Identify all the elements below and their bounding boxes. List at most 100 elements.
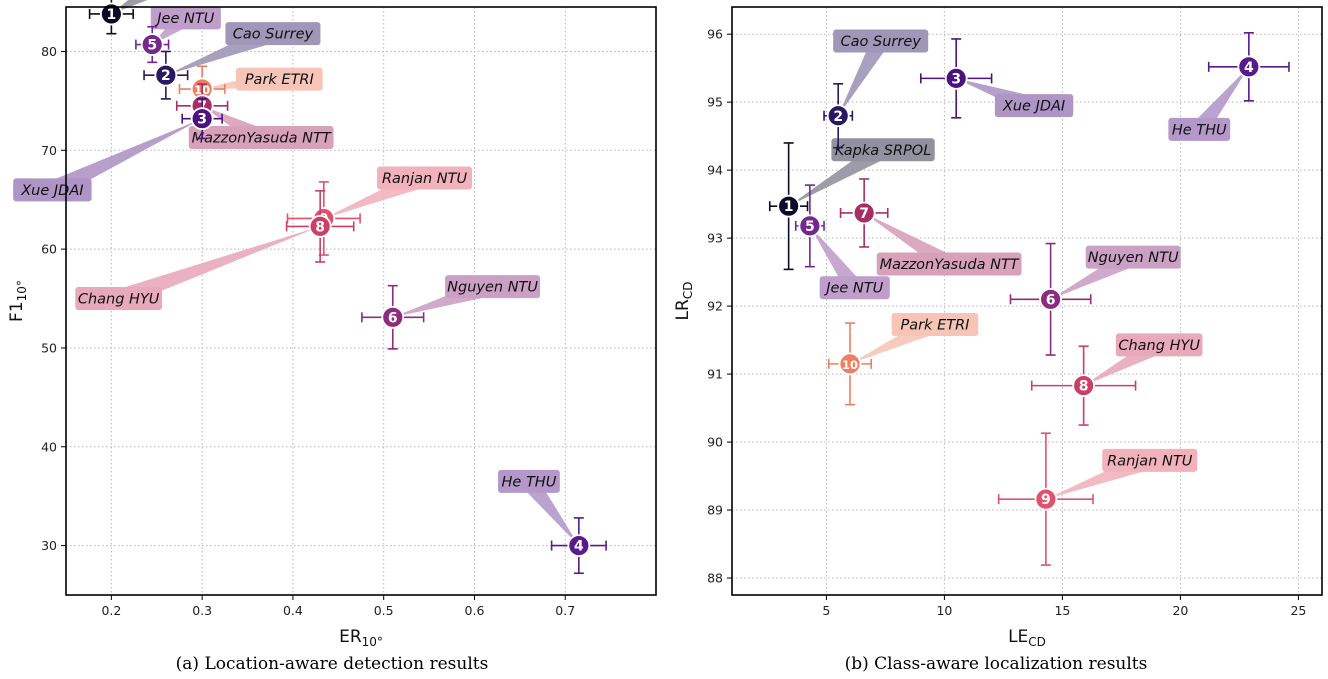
point-label: Xue JDAI <box>1002 99 1065 115</box>
point-label: Chang HYU <box>1118 338 1200 354</box>
y-tick-label: 50 <box>41 340 57 355</box>
point-marker <box>798 214 822 238</box>
plot-frame <box>731 6 1323 596</box>
label-box <box>150 6 221 30</box>
point-number: 1 <box>784 199 794 215</box>
label-box <box>1102 448 1198 472</box>
x-tick-label: 10 <box>936 603 952 618</box>
label-box <box>1115 333 1203 357</box>
point-number: 2 <box>833 109 843 125</box>
point-marker <box>838 352 862 376</box>
point-marker <box>1237 55 1261 79</box>
y-axis-label-sub: 10° <box>15 280 29 301</box>
point-label: Jee NTU <box>154 11 214 27</box>
point-marker <box>944 66 968 90</box>
point-label: Nguyen NTU <box>447 280 538 296</box>
x-tick-label: 0.6 <box>465 603 485 618</box>
label-box <box>994 94 1074 118</box>
point-marker <box>852 201 876 225</box>
callout-wedge <box>838 36 889 116</box>
x-tick-label: 25 <box>1290 603 1306 618</box>
callout-wedge <box>521 475 579 546</box>
scatter-chart-a: 0.2 0.3 0.4 0.5 0.6 0.7 30 40 50 60 70 80 ER10° F110°… <box>7 0 657 649</box>
label-box <box>833 29 929 53</box>
x-tick-label: 20 <box>1172 603 1188 618</box>
point-number: 2 <box>161 68 171 84</box>
point-label: He THU <box>1172 122 1227 138</box>
point-marker <box>154 63 178 87</box>
data-point: 6 <box>1009 242 1092 356</box>
chart-panel-b: 5 10 15 20 25 88 89 90 91 92 93 94 95 96 LECD LRCD Kapka… <box>664 0 1328 679</box>
x-tick-label: 15 <box>1054 603 1070 618</box>
data-point: 3 <box>919 38 993 119</box>
label-box <box>75 287 162 311</box>
point-marker <box>308 214 332 238</box>
point-label: Cao Surrey <box>233 27 314 43</box>
label-box <box>819 276 890 300</box>
point-marker <box>1039 287 1063 311</box>
x-axis-label-sub: CD <box>1028 635 1046 649</box>
y-tick-label: 70 <box>41 143 57 158</box>
plot-frame <box>65 6 657 596</box>
point-number: 3 <box>197 112 207 128</box>
point-label: Cao Surrey <box>841 34 922 50</box>
point-number: 6 <box>388 310 398 326</box>
point-number: 6 <box>1046 292 1056 308</box>
y-tick-label: 88 <box>707 571 723 586</box>
point-number: 10 <box>842 358 858 372</box>
callout-wedge <box>48 118 203 198</box>
data-point: 3 <box>181 98 223 140</box>
axis-ticks: 0.2 0.3 0.4 0.5 0.6 0.7 30 40 50 60 70 80 <box>41 44 575 618</box>
x-axis-label-sub: 10° <box>362 635 383 649</box>
y-tick-label: 30 <box>41 538 57 553</box>
point-marker <box>567 534 591 557</box>
data-point: 4 <box>550 517 607 575</box>
y-tick-label: 40 <box>41 439 57 454</box>
point-label: MazzonYasuda NTT <box>192 130 332 146</box>
y-axis-label: LRCD <box>673 282 695 321</box>
data-point: 2 <box>823 83 854 149</box>
point-label: Nguyen NTU <box>1088 250 1179 266</box>
label-box <box>235 67 323 91</box>
y-tick-label: 93 <box>707 231 723 246</box>
y-tick-label: 94 <box>707 163 723 178</box>
x-tick-label: 0.5 <box>374 603 394 618</box>
point-marker <box>777 194 801 218</box>
data-point: 8 <box>285 190 355 263</box>
point-marker <box>826 104 850 128</box>
point-label: Xue JDAI <box>20 183 83 199</box>
point-label: Chang HYU <box>78 292 160 308</box>
data-point: 2 <box>143 50 189 100</box>
point-number: 4 <box>1244 60 1254 76</box>
y-tick-label: 95 <box>707 95 723 110</box>
y-tick-label: 91 <box>707 367 723 382</box>
point-marker <box>1072 374 1096 398</box>
point-label: Ranjan NTU <box>1107 453 1193 469</box>
x-axis-label: LECD <box>1008 627 1046 649</box>
x-tick-label: 0.7 <box>555 603 575 618</box>
label-box <box>1085 245 1181 269</box>
label-box <box>891 312 979 336</box>
y-tick-label: 96 <box>707 27 723 42</box>
point-label: Kapka SRPOL <box>835 143 932 159</box>
label-box <box>831 138 935 162</box>
point-number: 9 <box>1041 492 1051 508</box>
x-tick-label: 0.2 <box>101 603 121 618</box>
label-box <box>1168 117 1231 141</box>
callout-wedge <box>809 225 863 294</box>
point-marker <box>140 33 164 56</box>
data-point: 5 <box>794 184 825 268</box>
data-point: 7 <box>839 178 889 248</box>
y-tick-label: 80 <box>41 44 57 59</box>
chart-panel-a: 0.2 0.3 0.4 0.5 0.6 0.7 30 40 50 60 70 80 ER10° F110°… <box>7 0 657 674</box>
y-tick-label: 90 <box>707 435 723 450</box>
x-axis-label: ER10° <box>339 627 383 649</box>
point-label: Park ETRI <box>245 72 314 88</box>
x-tick-label: 0.4 <box>283 603 303 618</box>
label-box <box>225 22 321 46</box>
point-number: 4 <box>574 539 584 555</box>
y-axis-label: F110° <box>7 280 29 322</box>
